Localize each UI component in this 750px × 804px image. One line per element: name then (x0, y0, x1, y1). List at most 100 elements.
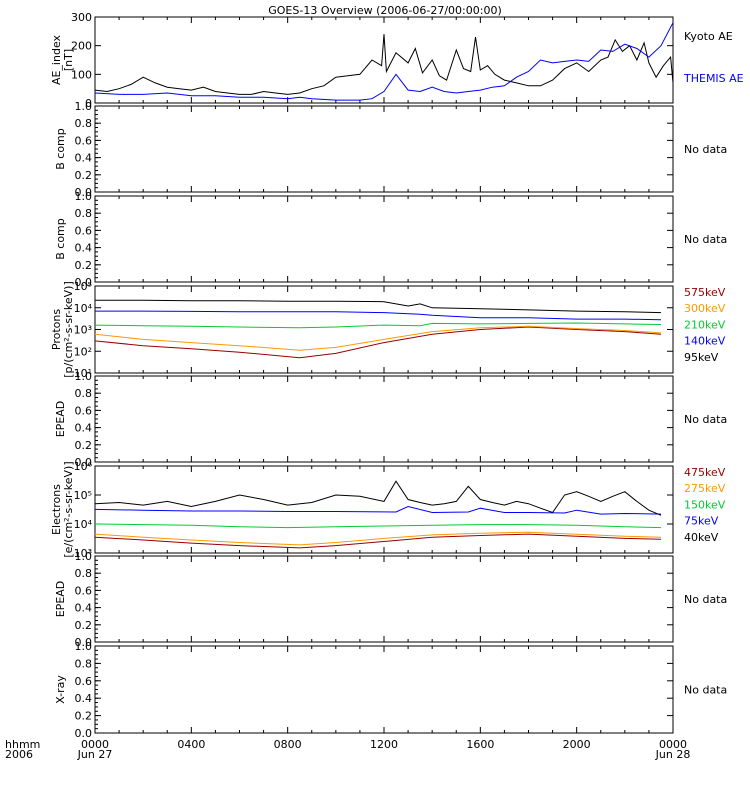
y-tick-label: 0.2 (75, 169, 93, 182)
series-line-themis-ae (95, 22, 673, 101)
x-axis-group: hhmm 2006 0000 0400 0800 1200 1600 2000 0000Ju… (5, 738, 690, 761)
y-tick-label: 100 (71, 68, 92, 81)
panel-frame (94, 465, 674, 554)
y-tick-label: 10⁴ (74, 302, 93, 315)
y-axis-label: Protons (50, 309, 63, 350)
no-data-annotation: No data (684, 593, 727, 606)
series-line-75kev (95, 505, 662, 515)
y-tick-label: 1.0 (75, 640, 93, 653)
y-tick-label: 1.0 (75, 190, 93, 203)
y-tick-label: 0 (85, 97, 92, 110)
panel-frame (94, 555, 674, 643)
y-axis-label: [p/(cm²-s-sr-keV)] (62, 281, 75, 378)
legend-label: 95keV (684, 351, 719, 364)
panel-6: 10³ 10⁴ 10⁵ 10⁶ Electrons [e/(cm²-s-sr-keV)] 4… (50, 460, 726, 560)
y-tick-label: 0.8 (75, 117, 93, 130)
legend-label: Kyoto AE (684, 30, 733, 43)
x-axis-row2-label: 2006 (5, 748, 33, 761)
legend-label: 275keV (684, 482, 726, 495)
y-tick-label: 10³ (74, 547, 92, 560)
no-data-annotation: No data (684, 233, 727, 246)
x-date-label: Jun 28 (655, 748, 691, 761)
no-data-annotation: No data (684, 684, 727, 697)
legend-label: 40keV (684, 531, 719, 544)
series-line-150kev (95, 523, 662, 529)
y-tick-label: 0.6 (75, 675, 93, 688)
y-tick-label: 0.2 (75, 619, 93, 632)
figure-title: GOES-13 Overview (2006-06-27/00:00:00) (268, 4, 501, 17)
y-tick-label: 10⁵ (74, 489, 92, 502)
series-line-kyoto-ae (95, 34, 673, 95)
y-tick-label: 0.6 (75, 134, 93, 147)
x-date-label: Jun 27 (77, 748, 113, 761)
legend-label: 575keV (684, 286, 726, 299)
series-line-275kev (95, 531, 662, 546)
legend-label: 140keV (684, 335, 726, 348)
y-tick-label: 0.8 (75, 567, 93, 580)
legend-label: THEMIS AE (683, 72, 744, 85)
no-data-annotation: No data (684, 413, 727, 426)
legend-label: 300keV (684, 302, 726, 315)
panel-frame (94, 645, 674, 734)
series-line-95kev (95, 299, 662, 314)
x-tick-label: 0400 (177, 738, 205, 751)
y-tick-label: 10⁶ (74, 460, 93, 473)
y-tick-label: 1.0 (75, 100, 93, 113)
series-line-210kev (95, 322, 662, 329)
y-tick-label: 0.4 (75, 152, 93, 165)
series-line-40kev (95, 480, 662, 516)
y-tick-label: 0.6 (75, 584, 93, 597)
y-axis-label: AE_index (50, 34, 63, 85)
x-tick-label: 0800 (274, 738, 302, 751)
y-tick-label: 0.4 (75, 692, 93, 705)
y-tick-label: 1.0 (75, 550, 93, 563)
y-axis-label: B comp (54, 218, 67, 260)
series-line-140kev (95, 310, 662, 321)
series-line-475kev (95, 533, 662, 549)
y-tick-label: 0.0 (75, 456, 93, 469)
y-axis-label: EPEAD (54, 581, 67, 618)
y-axis-label: X-ray (54, 675, 67, 704)
y-tick-label: 200 (71, 40, 92, 53)
panel-frame (94, 195, 674, 283)
series-line-575kev (95, 326, 662, 359)
y-tick-label: 0.0 (75, 186, 93, 199)
panel-3: 0.0 0.2 0.4 0.6 0.8 1.0 B comp No data (54, 190, 727, 289)
y-axis-label: Electrons (50, 484, 63, 535)
panel-2: 0.0 0.2 0.4 0.6 0.8 1.0 B comp No data (54, 100, 727, 199)
y-tick-label: 10² (74, 345, 92, 358)
legend-label: 150keV (684, 498, 726, 511)
y-axis-label: [nT] (62, 49, 75, 71)
y-axis-label: [e/(cm²-s-sr-keV)] (62, 461, 75, 557)
panel-5: 0.0 0.2 0.4 0.6 0.8 1.0 EPEAD No data (54, 370, 727, 469)
y-tick-label: 0.0 (75, 636, 93, 649)
y-tick-label: 10¹ (74, 367, 92, 380)
y-tick-label: 0.2 (75, 439, 93, 452)
y-axis-label: EPEAD (54, 401, 67, 438)
panel-1: 0 100 200 300 AE_index [nT] Kyoto AE THEMIS AE (50, 11, 744, 110)
y-tick-label: 0.8 (75, 657, 93, 670)
panel-frame (94, 105, 674, 193)
y-tick-label: 1.0 (75, 370, 93, 383)
y-tick-label: 0.6 (75, 404, 93, 417)
x-axis-row1-label: hhmm (5, 738, 40, 751)
legend-label: 475keV (684, 466, 726, 479)
y-tick-label: 0.0 (75, 276, 93, 289)
y-tick-label: 10⁵ (74, 280, 92, 293)
x-tick-label: 0000 (659, 738, 687, 751)
x-tick-label: 1600 (466, 738, 494, 751)
y-tick-label: 0.8 (75, 207, 93, 220)
legend-label: 210keV (684, 318, 726, 331)
panel-frame (94, 16, 674, 104)
legend-label: 75keV (684, 515, 719, 528)
y-axis-label: B comp (54, 128, 67, 170)
x-tick-label: 1200 (370, 738, 398, 751)
y-tick-label: 10³ (74, 324, 92, 337)
y-tick-label: 0.2 (75, 259, 93, 272)
y-tick-label: 0.8 (75, 387, 93, 400)
y-tick-label: 300 (71, 11, 92, 24)
series-line-300kev (95, 325, 662, 351)
